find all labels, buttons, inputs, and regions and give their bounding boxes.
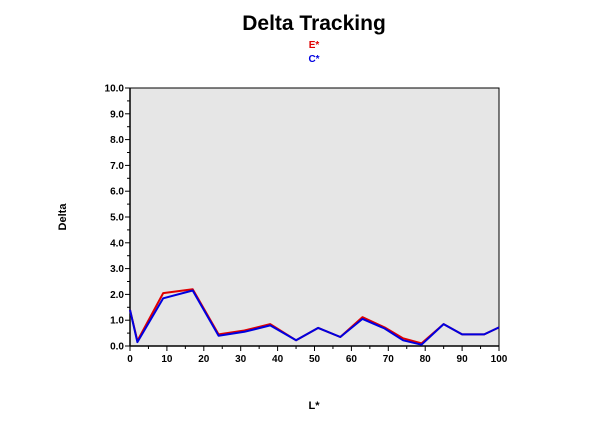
x-tick-label: 100 xyxy=(491,354,508,365)
y-tick-label: 0.0 xyxy=(110,342,124,353)
x-tick-label: 10 xyxy=(161,354,173,365)
y-tick-label: 6.0 xyxy=(110,187,124,198)
y-tick-label: 9.0 xyxy=(110,109,124,120)
legend: E* C* xyxy=(308,40,319,65)
x-tick-label: 30 xyxy=(235,354,247,365)
x-tick-label: 40 xyxy=(272,354,284,365)
y-tick-label: 10.0 xyxy=(105,84,125,95)
x-tick-label: 90 xyxy=(457,354,469,365)
y-tick-label: 7.0 xyxy=(110,161,124,172)
x-tick-label: 0 xyxy=(127,354,133,365)
chart-title: Delta Tracking xyxy=(242,12,386,35)
x-axis-label: L* xyxy=(309,400,321,412)
series-line-c-star xyxy=(129,289,500,346)
y-tick-label: 1.0 xyxy=(110,316,124,327)
legend-entry-1: E* xyxy=(309,40,320,51)
x-tick-label: 50 xyxy=(309,354,321,365)
x-tick-label: 20 xyxy=(198,354,210,365)
x-tick-label: 60 xyxy=(346,354,358,365)
legend-entry-2: C* xyxy=(308,54,319,65)
y-tick-label: 3.0 xyxy=(110,264,124,275)
plot-area xyxy=(129,87,500,347)
y-tick-label: 5.0 xyxy=(110,213,124,224)
y-tick-label: 8.0 xyxy=(110,135,124,146)
x-tick-label: 70 xyxy=(383,354,395,365)
y-tick-label: 4.0 xyxy=(110,238,124,249)
y-axis-label: Delta xyxy=(57,203,69,231)
x-tick-label: 80 xyxy=(420,354,432,365)
axes: 0.0 1.0 2.0 3.0 4.0 5.0 6.0 7.0 8.0 9.0 10.0 0 10 20 3… xyxy=(105,84,508,366)
series-layer xyxy=(129,288,500,346)
y-tick-label: 2.0 xyxy=(110,290,124,301)
